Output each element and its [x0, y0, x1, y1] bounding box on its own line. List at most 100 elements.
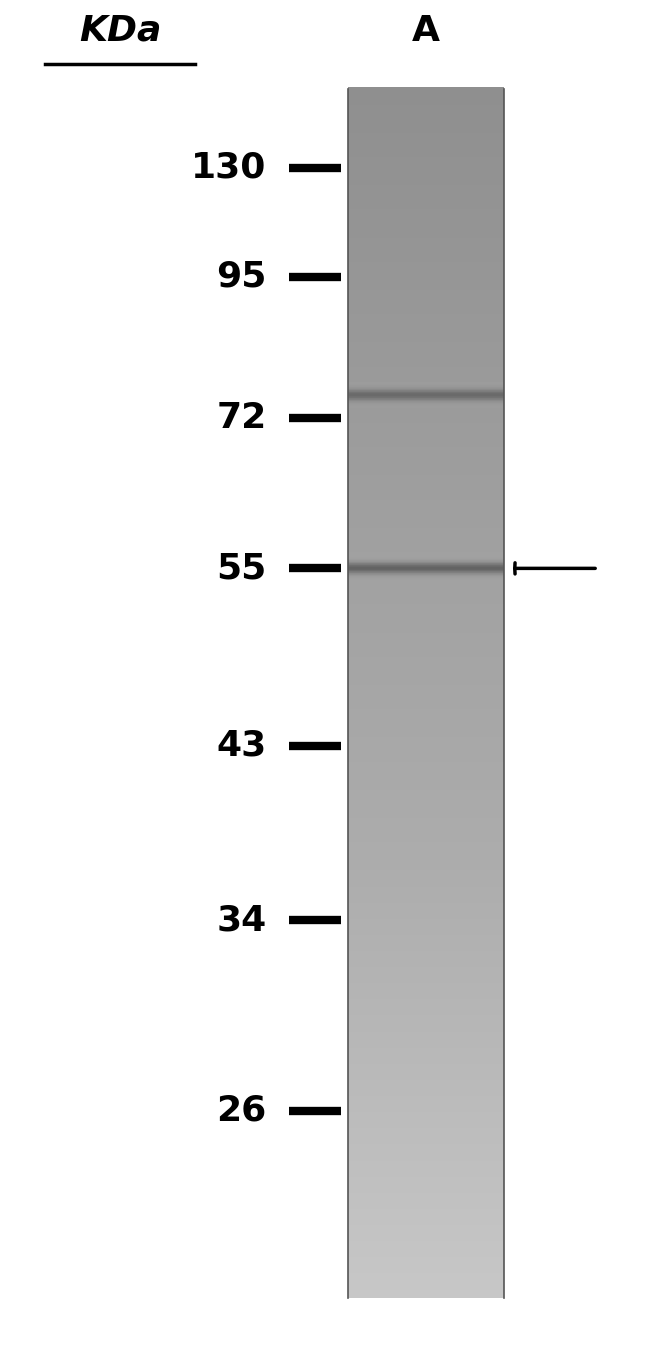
Bar [348, 1288, 504, 1293]
Bar [348, 120, 504, 125]
Bar [348, 917, 504, 923]
Bar [348, 1199, 504, 1205]
Bar [348, 228, 504, 233]
Bar [348, 977, 504, 983]
Bar [348, 506, 504, 511]
Bar [348, 1115, 504, 1120]
Bar [348, 825, 504, 830]
Bar [348, 458, 504, 463]
Bar [348, 699, 504, 705]
Bar [348, 985, 504, 991]
Bar [348, 631, 504, 637]
Bar [348, 990, 504, 995]
Bar [348, 792, 504, 797]
Bar [348, 893, 504, 898]
Bar [348, 269, 504, 274]
Bar [348, 273, 504, 278]
Bar [348, 281, 504, 286]
Bar [348, 1148, 504, 1153]
Bar [348, 615, 504, 620]
Bar [348, 707, 504, 713]
Bar [348, 413, 504, 418]
Bar [348, 172, 504, 177]
Bar [348, 946, 504, 951]
Bar [348, 761, 504, 766]
Bar [348, 1010, 504, 1015]
Text: A: A [411, 14, 440, 48]
Bar [348, 643, 504, 649]
Bar [348, 897, 504, 902]
Bar [348, 1086, 504, 1092]
Bar [348, 256, 504, 262]
Bar [348, 470, 504, 476]
Bar [348, 788, 504, 793]
Bar [348, 1090, 504, 1096]
Bar [348, 880, 504, 886]
Bar [348, 87, 504, 93]
Bar [348, 454, 504, 459]
Bar [348, 402, 504, 408]
Bar [348, 889, 504, 894]
Bar [348, 1135, 504, 1141]
Bar [348, 870, 504, 875]
Bar [348, 1251, 504, 1257]
Bar [348, 433, 504, 439]
Bar [348, 240, 504, 245]
Bar [348, 1139, 504, 1145]
Bar [348, 1099, 504, 1104]
Bar [348, 1055, 504, 1060]
Bar [348, 184, 504, 189]
Bar [348, 1131, 504, 1137]
Bar [348, 318, 504, 322]
Bar [348, 563, 504, 568]
Bar [348, 816, 504, 822]
Bar [348, 534, 504, 540]
Bar [348, 732, 504, 737]
Bar [348, 592, 504, 597]
Bar [348, 1195, 504, 1201]
Bar [348, 711, 504, 717]
Bar [348, 285, 504, 290]
Bar [348, 200, 504, 206]
Bar [348, 510, 504, 515]
Bar [348, 483, 504, 488]
Bar [348, 301, 504, 307]
Bar [348, 555, 504, 560]
Bar [348, 1212, 504, 1217]
Bar [348, 785, 504, 789]
Bar [348, 1276, 504, 1281]
Bar [348, 950, 504, 955]
Bar [348, 192, 504, 198]
Bar [348, 930, 504, 935]
Bar [348, 333, 504, 338]
Bar [348, 652, 504, 657]
Text: 43: 43 [216, 729, 266, 762]
Bar [348, 209, 504, 214]
Bar [348, 450, 504, 455]
Bar [348, 1144, 504, 1149]
Bar [348, 353, 504, 358]
Bar [348, 213, 504, 218]
Bar [348, 692, 504, 696]
Bar [348, 602, 504, 608]
Bar [348, 748, 504, 754]
Bar [348, 91, 504, 97]
Bar [348, 164, 504, 169]
Bar [348, 607, 504, 612]
Bar [348, 1280, 504, 1285]
Bar [348, 635, 504, 641]
Text: KDa: KDa [79, 14, 161, 48]
Bar [348, 857, 504, 863]
Bar [348, 921, 504, 927]
Bar [348, 812, 504, 818]
Bar [348, 1255, 504, 1261]
Bar [348, 128, 504, 134]
Bar [348, 1047, 504, 1052]
Bar [348, 1259, 504, 1265]
Bar [348, 905, 504, 910]
Bar [348, 225, 504, 229]
Bar [348, 1156, 504, 1160]
Bar [348, 1074, 504, 1079]
Bar [348, 1030, 504, 1036]
Bar [348, 277, 504, 282]
